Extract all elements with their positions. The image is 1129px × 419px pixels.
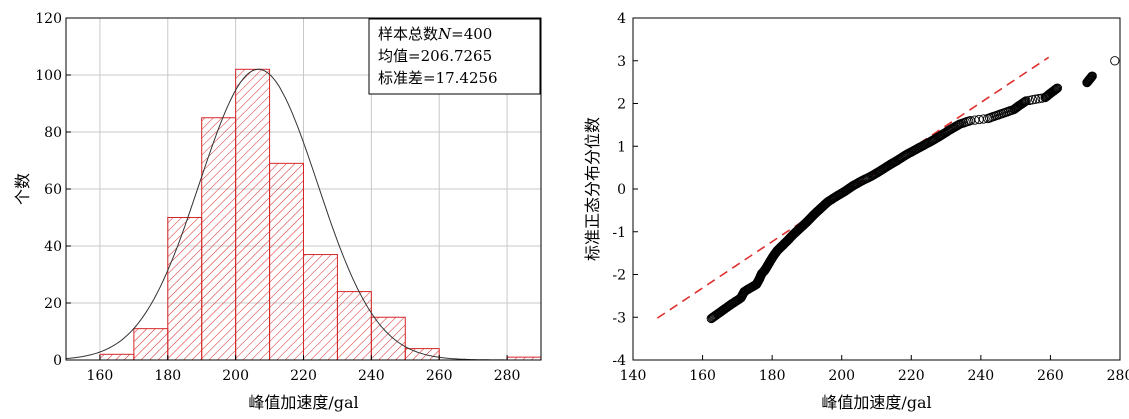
probability-y-axis-label: 标准正态分布分位数 [583, 117, 602, 261]
x-tick-label: 160 [689, 368, 716, 384]
probability-plot-frame [632, 17, 1121, 361]
probability-point [1020, 96, 1030, 107]
y-tick-label: -4 [612, 353, 626, 369]
x-tick-label: 280 [494, 368, 521, 384]
y-tick-label: 4 [617, 11, 626, 27]
x-tick-label: 140 [620, 368, 647, 384]
probability-point [1050, 85, 1060, 95]
normal-probability-chart: 140 160 180 200 220 240 260 280 -4 -3 -2 -1 0 1 2 3 4 峰… [583, 11, 1129, 412]
sample-size-text: 样本总数N=400 [378, 25, 492, 43]
y-tick-label: 2 [617, 97, 626, 113]
histogram-x-ticks: 160 180 200 220 240 260 280 [87, 355, 521, 384]
y-tick-label: 120 [35, 11, 62, 27]
probability-point [1110, 56, 1120, 66]
x-tick-label: 220 [290, 368, 317, 384]
histogram-y-axis-label: 个数 [13, 173, 32, 205]
probability-point [1049, 85, 1060, 95]
statistics-box-border [368, 18, 541, 95]
probability-point [1051, 84, 1062, 94]
probability-point [1024, 95, 1034, 106]
histogram-bar [133, 328, 169, 361]
histogram-chart: 160 180 200 220 240 260 280 0 20 40 60 80 100 120 峰值… [13, 11, 542, 412]
probability-point [1087, 72, 1097, 82]
x-tick-label: 160 [87, 368, 114, 384]
statistics-box: 样本总数N=400 均值=206.7265 标准差=17.4256 [368, 18, 541, 95]
x-tick-label: 240 [358, 368, 385, 384]
sample-size-symbol: N [437, 25, 452, 43]
probability-point [1052, 83, 1063, 93]
probability-point [1051, 84, 1061, 94]
y-tick-label: 60 [44, 182, 62, 198]
histogram-bars [99, 68, 542, 361]
probability-point [1086, 73, 1096, 83]
y-tick-label: 100 [35, 68, 62, 84]
probability-y-ticks: -4 -3 -2 -1 0 1 2 3 4 [612, 11, 638, 369]
x-tick-label: 280 [1107, 368, 1129, 384]
x-tick-label: 180 [154, 368, 181, 384]
x-tick-label: 260 [1037, 368, 1064, 384]
probability-point [1084, 74, 1094, 85]
histogram-bar [370, 316, 406, 361]
histogram-bar [99, 353, 135, 361]
histogram-bar [303, 254, 338, 361]
histogram-bar [404, 348, 440, 361]
y-tick-label: 0 [53, 353, 62, 369]
x-tick-label: 200 [222, 368, 249, 384]
probability-point [1030, 94, 1041, 104]
probability-points [706, 56, 1120, 324]
histogram-x-axis-label: 峰值加速度/gal [248, 393, 358, 412]
probability-x-axis-label: 峰值加速度/gal [821, 393, 931, 412]
y-tick-label: -2 [612, 268, 626, 284]
y-tick-label: 40 [44, 239, 62, 255]
reference-line [656, 56, 1050, 319]
histogram-bar [269, 162, 305, 361]
mean-text: 均值=206.7265 [378, 47, 492, 65]
histogram-bar [235, 68, 271, 361]
histogram-y-ticks: 0 20 40 60 80 100 120 [35, 11, 71, 369]
histogram-bar [167, 217, 203, 361]
histogram-bar [201, 117, 237, 361]
y-tick-label: 80 [44, 125, 62, 141]
x-tick-label: 240 [967, 368, 994, 384]
probability-point [1021, 96, 1031, 106]
probability-point [1037, 93, 1047, 103]
x-tick-label: 260 [426, 368, 453, 384]
y-tick-label: 3 [617, 54, 626, 70]
probability-point [952, 121, 962, 131]
y-tick-label: 1 [617, 139, 626, 155]
y-tick-label: -1 [612, 225, 626, 241]
sample-size-prefix: 样本总数 [378, 25, 438, 43]
std-dev-text: 标准差=17.4256 [378, 69, 498, 87]
probability-point [1086, 72, 1096, 82]
x-tick-label: 180 [759, 368, 786, 384]
probability-x-ticks: 140 160 180 200 220 240 260 280 [620, 355, 1129, 384]
probability-point [1018, 98, 1029, 108]
probability-point [1085, 74, 1095, 84]
y-tick-label: 0 [617, 182, 626, 198]
sample-size-value: =400 [451, 25, 492, 43]
y-tick-label: 20 [44, 296, 62, 312]
x-tick-label: 200 [828, 368, 855, 384]
probability-point [1027, 95, 1038, 105]
histogram-bar [336, 291, 372, 361]
y-tick-label: -3 [612, 310, 626, 326]
normal-fit-curve [65, 68, 541, 361]
x-tick-label: 220 [898, 368, 925, 384]
probability-point [1087, 71, 1097, 81]
